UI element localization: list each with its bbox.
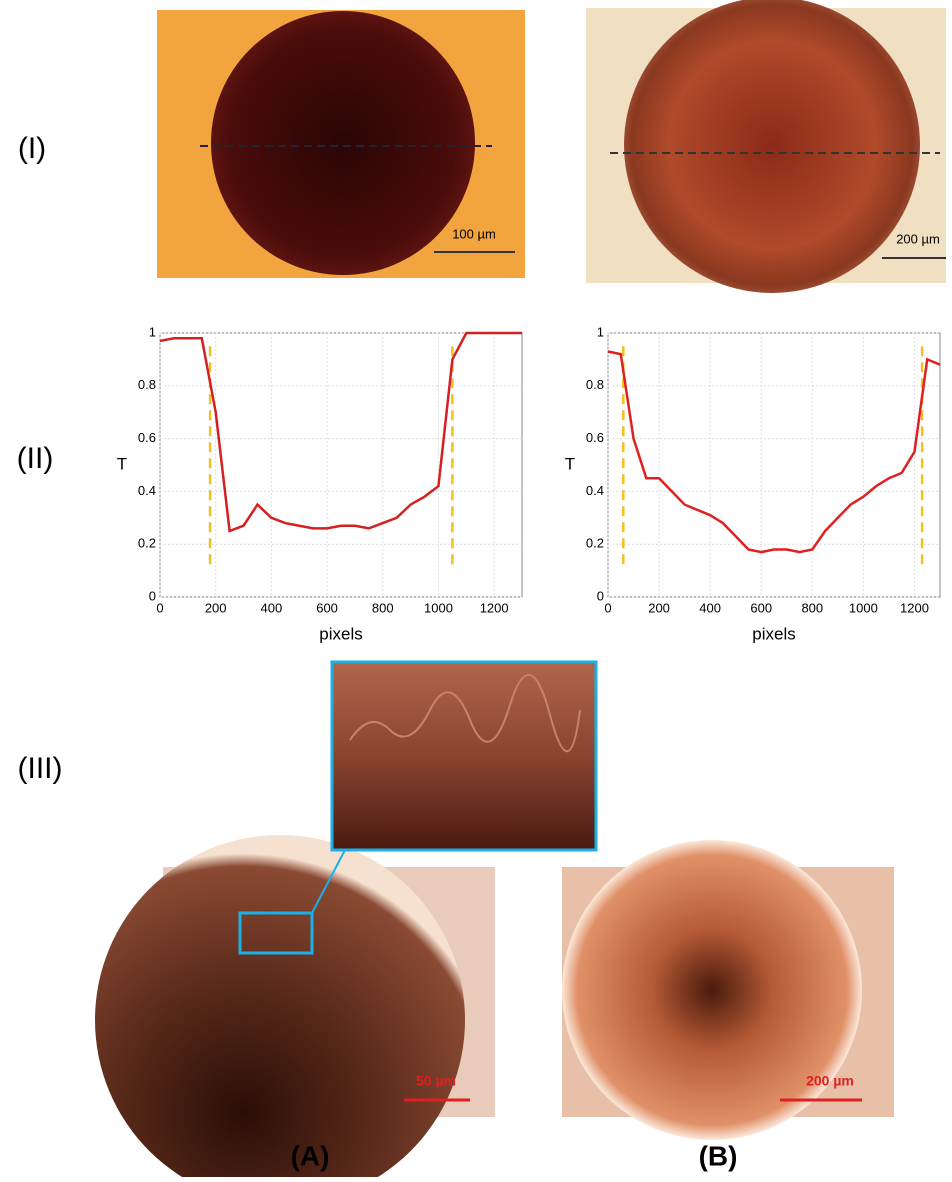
photo-b3: 200 µm xyxy=(562,840,894,1140)
scale-label: 200 µm xyxy=(806,1073,854,1089)
x-tick-label: 600 xyxy=(750,600,772,615)
row-label: (I) xyxy=(18,132,46,165)
y-tick-label: 0.6 xyxy=(586,430,604,445)
scale-label: 200 µm xyxy=(896,231,940,246)
y-tick-label: 0.8 xyxy=(138,377,156,392)
x-axis-label: pixels xyxy=(752,624,795,643)
x-tick-label: 1200 xyxy=(480,600,509,615)
photo-b1: 200 µm xyxy=(586,0,946,293)
x-tick-label: 800 xyxy=(372,600,394,615)
x-tick-label: 1200 xyxy=(900,600,929,615)
photo-a3: 50 µm xyxy=(95,835,495,1177)
photo-a1: 100 µm xyxy=(157,10,525,278)
row-label: (II) xyxy=(17,442,54,475)
y-tick-label: 0.4 xyxy=(138,483,156,498)
x-tick-label: 0 xyxy=(604,600,611,615)
y-tick-label: 0.2 xyxy=(586,536,604,551)
column-label: (B) xyxy=(699,1140,738,1171)
plot-area xyxy=(608,333,940,597)
y-axis-label: T xyxy=(117,454,127,473)
y-tick-label: 0 xyxy=(597,588,604,603)
figure: 100 µm 200 µm 50 µm 200 µm (I) (II) (III… xyxy=(0,0,952,1177)
plot-area xyxy=(160,333,522,597)
y-tick-label: 0 xyxy=(149,588,156,603)
x-tick-label: 600 xyxy=(316,600,338,615)
x-tick-label: 0 xyxy=(156,600,163,615)
scale-label: 50 µm xyxy=(416,1073,456,1089)
y-tick-label: 0.8 xyxy=(586,377,604,392)
x-tick-label: 200 xyxy=(205,600,227,615)
scale-label: 100 µm xyxy=(452,226,496,241)
x-tick-label: 1000 xyxy=(424,600,453,615)
x-axis-label: pixels xyxy=(319,624,362,643)
y-tick-label: 0.4 xyxy=(586,483,604,498)
x-tick-label: 1000 xyxy=(849,600,878,615)
y-tick-label: 0.2 xyxy=(138,536,156,551)
row-label: (III) xyxy=(18,752,63,785)
x-tick-label: 800 xyxy=(801,600,823,615)
inset xyxy=(332,662,596,850)
x-tick-label: 200 xyxy=(648,600,670,615)
y-tick-label: 0.6 xyxy=(138,430,156,445)
x-tick-label: 400 xyxy=(261,600,283,615)
y-tick-label: 1 xyxy=(149,324,156,339)
column-label: (A) xyxy=(291,1140,330,1171)
x-tick-label: 400 xyxy=(699,600,721,615)
y-tick-label: 1 xyxy=(597,324,604,339)
y-axis-label: T xyxy=(565,454,575,473)
